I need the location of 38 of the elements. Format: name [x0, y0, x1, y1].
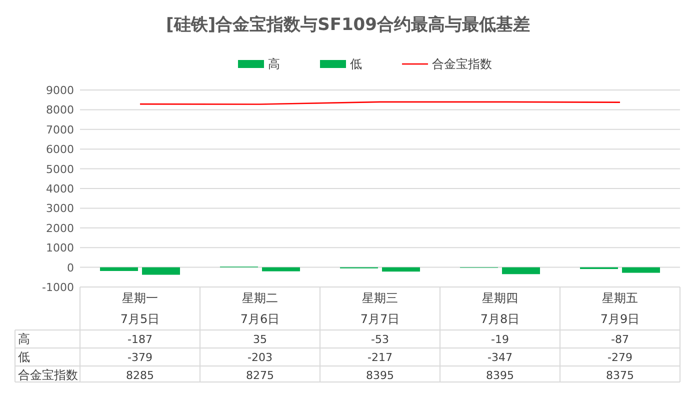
chart-title: [硅铁]合金宝指数与SF109合约最高与最低基差	[166, 15, 530, 35]
data-label: -53	[371, 333, 389, 346]
text: 合金宝指数	[18, 368, 78, 382]
data-label: -187	[128, 333, 152, 346]
data-label: -87	[611, 333, 629, 346]
text: 低	[18, 350, 30, 364]
x-tick-label: 星期五 7月9日	[600, 291, 640, 326]
data-label: -347	[488, 351, 512, 364]
y-tick-label: 9000	[46, 84, 74, 97]
legend-label: 低	[350, 57, 362, 71]
y-tick-label: 1000	[46, 242, 74, 255]
x-tick-label: 星期一 7月5日	[120, 291, 160, 326]
y-tick-label: 2000	[46, 222, 74, 235]
data-label: 8395	[486, 369, 514, 382]
y-tick-label: 8000	[46, 104, 74, 117]
x-tick-label: 星期三 7月7日	[360, 291, 400, 326]
y-tick-label: 7000	[46, 123, 74, 136]
data-label: -279	[608, 351, 632, 364]
x-tick-label: 星期二 7月6日	[240, 291, 280, 326]
x-tick-label: 星期四 7月8日	[480, 291, 520, 326]
data-label: 8395	[366, 369, 394, 382]
y-tick-label: 4000	[46, 182, 74, 196]
legend-label: 合金宝指数	[432, 57, 492, 71]
y-tick-label: 0	[67, 261, 74, 274]
text: 高	[18, 332, 30, 346]
data-label: -203	[248, 351, 272, 364]
y-tick-label: -1000	[42, 281, 74, 294]
data-label: -379	[128, 351, 152, 364]
y-tick-label: 6000	[46, 143, 74, 156]
data-label: 8275	[246, 369, 274, 382]
legend-label: 高	[268, 57, 280, 71]
data-label: -19	[491, 333, 509, 346]
data-label: 8285	[126, 369, 154, 382]
data-label: 35	[253, 333, 267, 346]
data-label: 8375	[606, 369, 634, 382]
y-tick-label: 5000	[46, 162, 74, 176]
data-label: -217	[368, 351, 392, 364]
y-tick-label: 3000	[46, 202, 74, 216]
